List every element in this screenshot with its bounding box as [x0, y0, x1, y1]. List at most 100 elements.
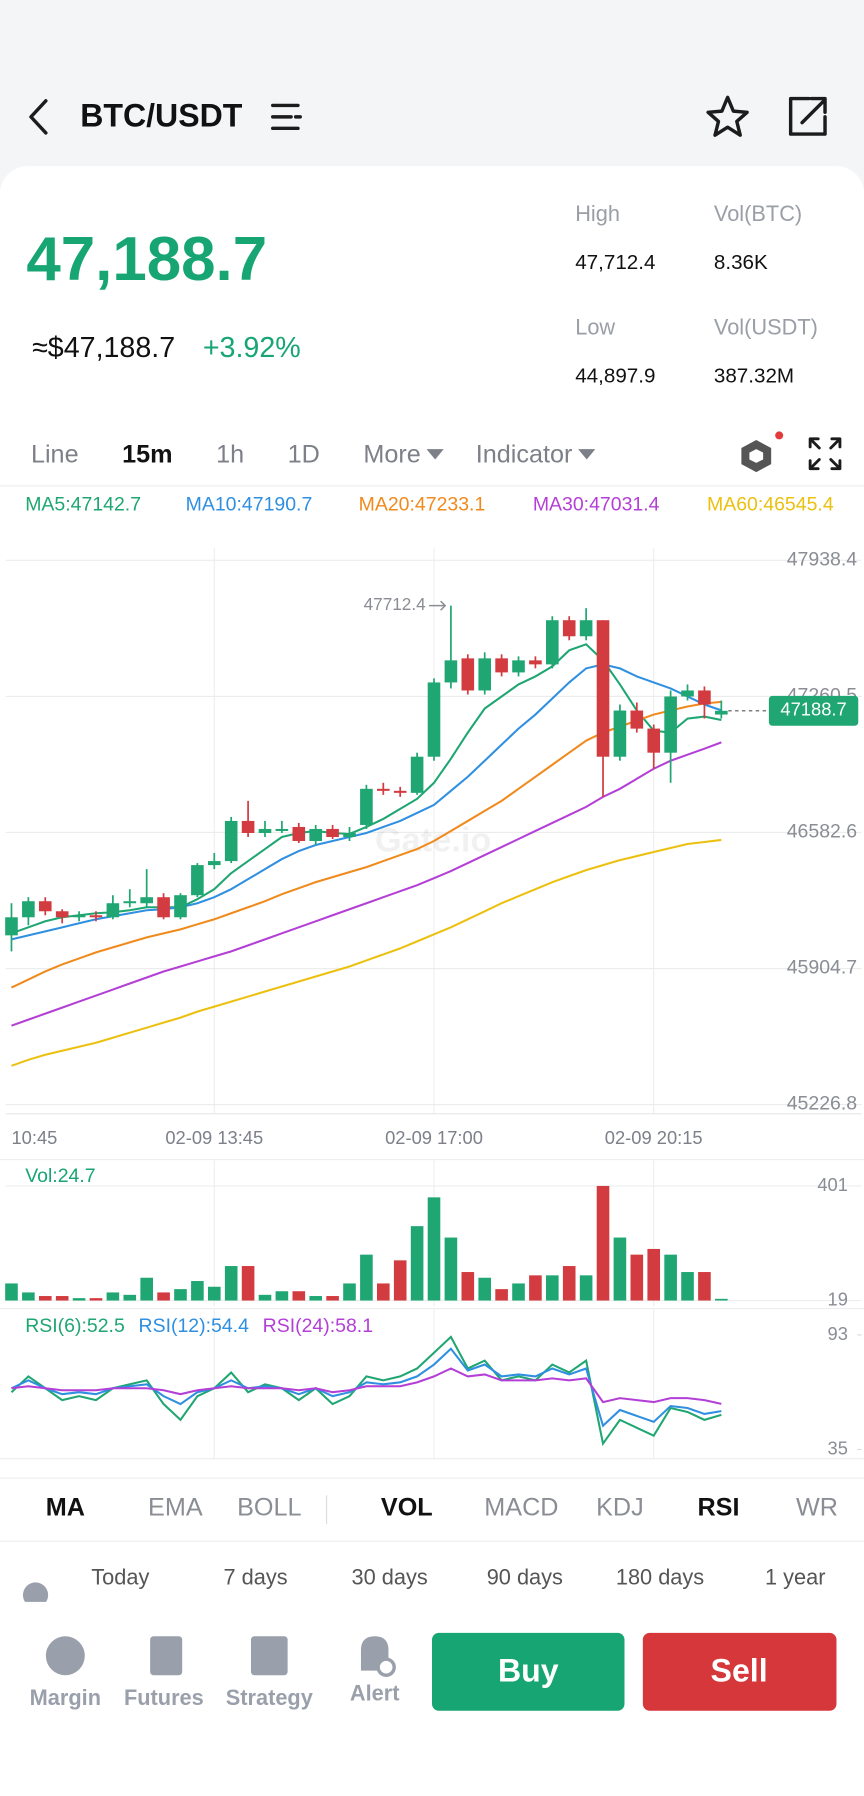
timeframe-tab[interactable]: Indicator [476, 441, 573, 469]
volume-bar [72, 1298, 86, 1301]
info-icon[interactable] [22, 1582, 49, 1608]
candle-body [191, 865, 204, 896]
settings-icon[interactable] [741, 440, 772, 473]
candle-body [360, 788, 373, 825]
y-tick-label: 19 [828, 1288, 848, 1309]
fullscreen-icon[interactable] [808, 437, 842, 471]
nav-item[interactable]: Strategy [226, 1685, 313, 1710]
volume-bar [258, 1294, 272, 1301]
candle-body [478, 658, 492, 691]
candle-body [343, 832, 356, 837]
candle-body [140, 897, 153, 904]
range-tab[interactable]: 90 days [487, 1565, 563, 1590]
stat-label: Vol(USDT) [714, 315, 818, 340]
timeframe-tab[interactable]: 15m [122, 441, 172, 469]
volume-bar [444, 1237, 458, 1301]
stat-label: Vol(BTC) [714, 201, 802, 226]
y-tick-label: 47938.4 [787, 548, 858, 570]
volume-bar [461, 1272, 475, 1301]
indicator-tab[interactable]: MACD [484, 1494, 558, 1522]
volume-bar [275, 1291, 289, 1301]
volume-bar [123, 1294, 137, 1301]
back-button[interactable] [29, 99, 48, 135]
indicator-tab[interactable]: BOLL [237, 1494, 301, 1522]
range-tab[interactable]: 180 days [616, 1565, 704, 1590]
last-price: 47,188.7 [26, 225, 267, 294]
indicator-tab[interactable]: EMA [148, 1494, 203, 1522]
range-tab[interactable]: 30 days [351, 1565, 427, 1590]
dropdown-caret [426, 449, 444, 460]
x-tick-label: 02-09 17:00 [385, 1127, 483, 1148]
volume-bar [393, 1260, 407, 1301]
nav-item[interactable]: Futures [124, 1685, 204, 1710]
sell-button[interactable] [642, 1632, 837, 1711]
legend-label: MA60:46545.4 [707, 493, 834, 515]
stat-value: 47,712.4 [575, 251, 655, 274]
volume-bar [579, 1275, 593, 1301]
nav-item[interactable]: Alert [350, 1680, 400, 1705]
timeframe-tab[interactable]: 1D [288, 441, 320, 469]
share-icon[interactable] [788, 96, 827, 136]
page-title: BTC/USDT [80, 97, 243, 133]
volume-bar [326, 1296, 339, 1301]
candle-body [495, 658, 508, 673]
timeframe-tab[interactable]: 1h [216, 441, 244, 469]
volume-bar [529, 1275, 542, 1301]
candle-body [410, 756, 424, 793]
volume-bar [343, 1283, 356, 1301]
indicator-tab[interactable]: MA [46, 1494, 85, 1522]
volume-bar [174, 1289, 187, 1301]
rsi-line [11, 1367, 722, 1405]
legend-label: MA10:47190.7 [186, 493, 313, 515]
candle-body [715, 710, 728, 715]
candle-body [562, 620, 576, 637]
range-tab[interactable]: 7 days [223, 1565, 287, 1590]
candle-body [123, 901, 137, 904]
favorite-icon[interactable] [706, 95, 749, 137]
indicator-tab[interactable]: RSI [697, 1494, 739, 1522]
buy-button[interactable] [432, 1632, 625, 1711]
volume-bar [22, 1292, 35, 1301]
volume-bar [55, 1296, 69, 1301]
rsi-line [10, 1335, 722, 1447]
volume-bar [140, 1277, 153, 1301]
pair-menu-icon[interactable] [271, 103, 302, 131]
volume-bar [478, 1277, 492, 1301]
alert-icon [360, 1636, 396, 1677]
price-change: +3.92% [203, 332, 301, 364]
volume-bar [360, 1254, 373, 1301]
buy-label[interactable]: Buy [498, 1652, 559, 1688]
volume-bar [376, 1283, 390, 1301]
indicator-tab[interactable]: KDJ [596, 1494, 644, 1522]
volume-bar [546, 1275, 559, 1301]
volume-bar [613, 1237, 627, 1301]
indicator-tab[interactable]: VOL [381, 1494, 433, 1522]
volume-bar [224, 1266, 238, 1301]
volume-bar [207, 1286, 221, 1301]
stat-value: 8.36K [714, 251, 768, 274]
candle-body [55, 911, 69, 918]
volume-bar [681, 1272, 694, 1301]
range-tab[interactable]: Today [91, 1565, 149, 1590]
high-arrow [429, 600, 447, 611]
candle-body [512, 660, 525, 673]
legend-label: RSI(24):58.1 [263, 1315, 373, 1337]
nav-item[interactable]: Margin [30, 1685, 101, 1710]
range-tab[interactable]: 1 year [765, 1565, 826, 1590]
y-tick-label: 45904.7 [787, 957, 857, 979]
volume-bar [427, 1197, 441, 1301]
timeframe-tab[interactable]: Line [31, 441, 79, 469]
ma-line [11, 838, 722, 1067]
x-tick-label: 02-09 13:45 [165, 1127, 263, 1148]
indicator-tab[interactable]: WR [796, 1494, 838, 1522]
candle-body [89, 915, 103, 918]
volume-bar [38, 1296, 52, 1301]
sell-label[interactable]: Sell [711, 1652, 768, 1688]
legend-label: RSI(6):52.5 [25, 1315, 125, 1337]
candle-body [326, 828, 339, 837]
legend-label: MA30:47031.4 [533, 493, 660, 515]
candle-body [224, 820, 238, 862]
timeframe-tab[interactable]: More [363, 441, 420, 469]
y-tick-label: 46582.6 [787, 821, 857, 843]
